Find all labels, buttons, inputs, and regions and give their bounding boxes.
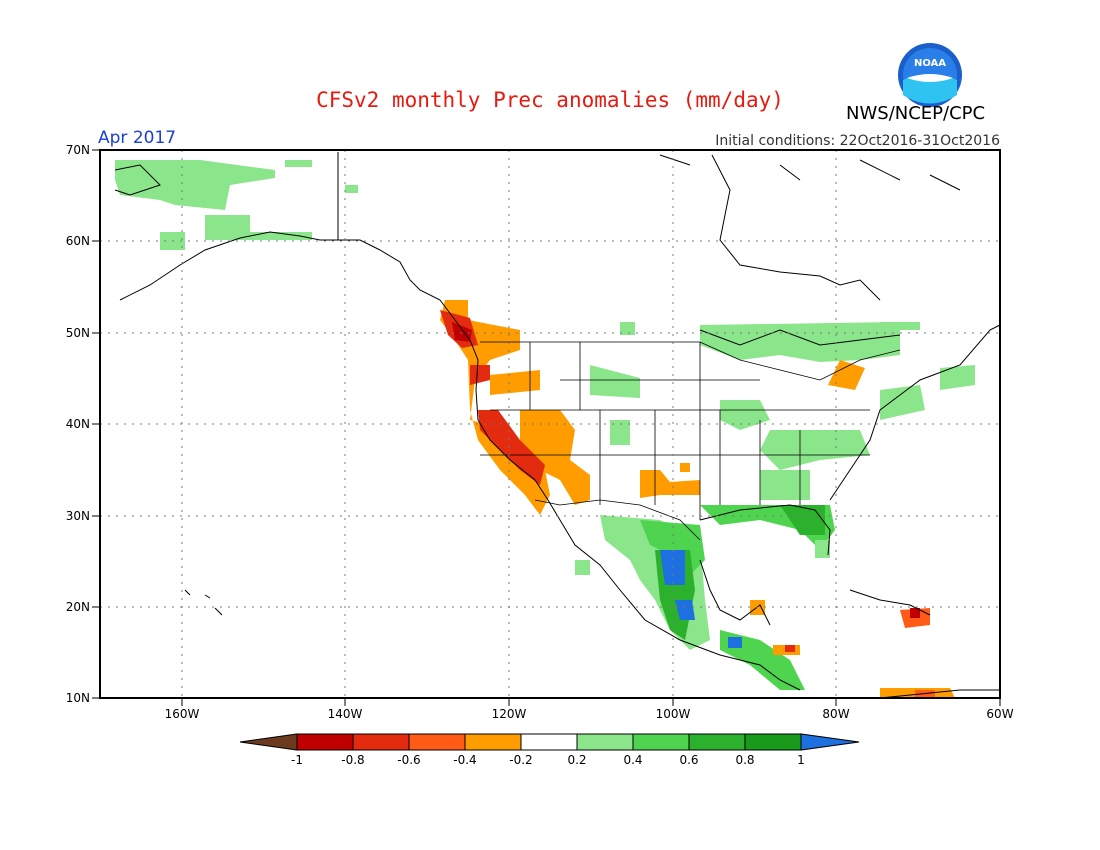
legend-label: -0.4 [453,753,476,767]
legend-swatch [464,733,522,751]
lon-label: 80W [822,707,849,721]
chart-title: CFSv2 monthly Prec anomalies (mm/day) [316,88,784,112]
legend-swatch [632,733,690,751]
legend-arrow-high [800,733,860,751]
legend-swatch [408,733,466,751]
legend-swatch [296,733,354,751]
lat-label: 60N [66,234,90,248]
forecast-period: Apr 2017 [98,128,177,148]
lat-label: 40N [66,417,90,431]
legend-label: 0.4 [623,753,642,767]
lon-label: 60W [986,707,1013,721]
legend-swatch [688,733,746,751]
agency-label: NWS/NCEP/CPC [846,103,986,124]
graticule [100,150,1000,698]
initial-conditions: Initial conditions: 22Oct2016-31Oct2016 [715,133,1000,149]
legend-label: 0.8 [735,753,754,767]
legend-label: -0.8 [341,753,364,767]
lat-labels: 10N 20N 30N 40N 50N 60N 70N [66,143,90,705]
lon-labels: 160W 140W 120W 100W 80W 60W [165,707,1014,721]
lon-label: 120W [492,707,527,721]
legend-swatch [576,733,634,751]
political-borders [480,341,901,541]
lon-label: 100W [656,707,691,721]
noaa-logo: NOAA [895,40,965,114]
legend-label: 0.2 [567,753,586,767]
legend-swatch [520,733,578,751]
lat-label: 10N [66,691,90,705]
lat-label: 20N [66,600,90,614]
legend-label: 0.6 [679,753,698,767]
legend-label: -1 [291,753,303,767]
coastlines [114,152,1001,699]
lon-label: 140W [328,707,363,721]
legend-label: -0.6 [397,753,420,767]
axis-ticks [92,149,1001,706]
legend-swatch [744,733,802,751]
legend-label: -0.2 [509,753,532,767]
legend-label: 1 [797,753,805,767]
lon-label: 160W [165,707,200,721]
lat-label: 30N [66,509,90,523]
legend-arrow-low [239,733,298,751]
legend-swatch [352,733,410,751]
logo-text: NOAA [914,58,946,69]
lat-label: 50N [66,326,90,340]
lat-label: 70N [66,143,90,157]
